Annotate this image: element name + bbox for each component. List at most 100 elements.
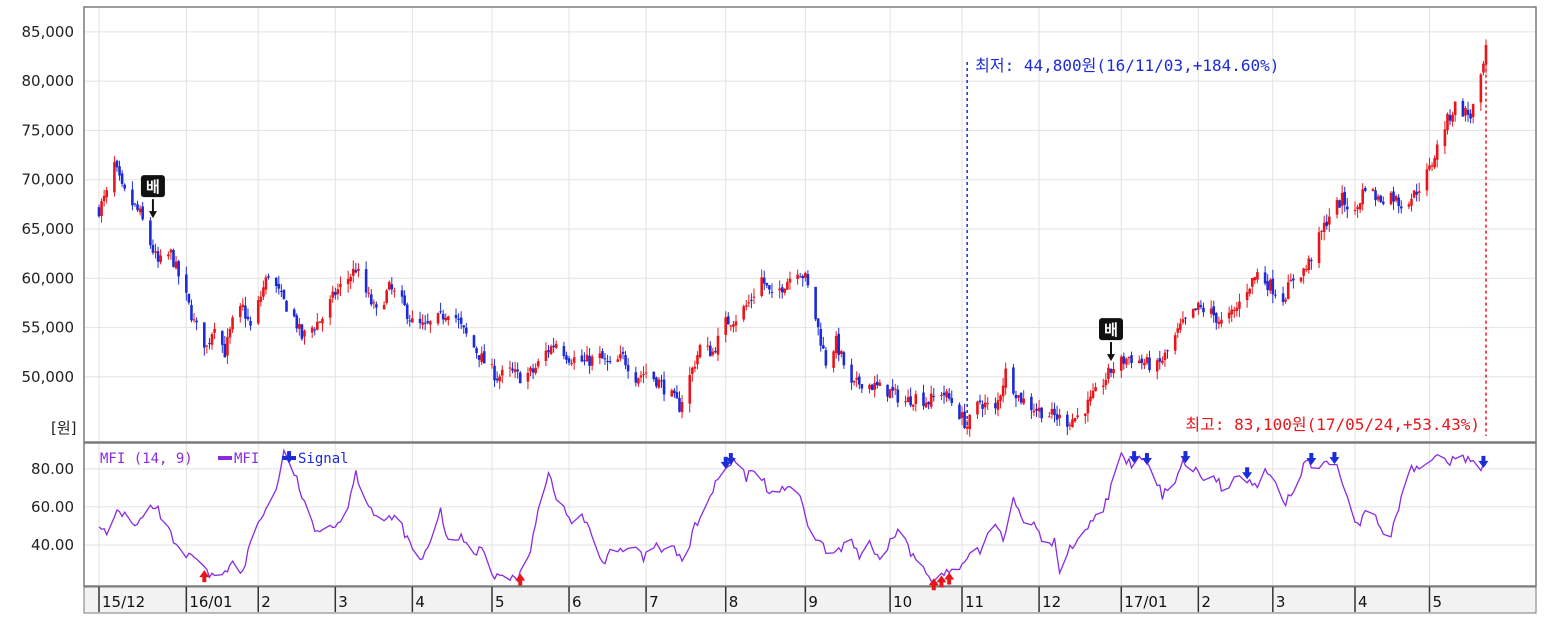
candle-body bbox=[1050, 408, 1054, 415]
candle-body bbox=[798, 276, 802, 278]
candle-body bbox=[570, 363, 573, 365]
candle-body bbox=[783, 288, 787, 293]
candle-body bbox=[1248, 288, 1251, 294]
candle-body bbox=[246, 316, 250, 320]
candle-body bbox=[385, 290, 388, 303]
candle-body bbox=[1425, 169, 1429, 191]
high-annotation: 최고: 83,100원(17/05/24,+53.43%) bbox=[1185, 415, 1480, 434]
candle-body bbox=[1107, 367, 1110, 380]
price-tick-label: 50,000 bbox=[22, 368, 75, 386]
date-tick-label: 3 bbox=[338, 593, 348, 611]
candle-body bbox=[408, 320, 412, 322]
candle-body bbox=[113, 162, 116, 193]
candle-body bbox=[454, 314, 458, 319]
candle-body bbox=[1381, 201, 1385, 204]
candle-body bbox=[657, 379, 661, 388]
date-tick-label: 3 bbox=[1276, 593, 1286, 611]
candle-body bbox=[1101, 385, 1105, 388]
candle-body bbox=[334, 292, 337, 296]
candle-body bbox=[1371, 189, 1375, 192]
candle-body bbox=[1410, 198, 1413, 206]
candle-body bbox=[996, 400, 1000, 410]
candle-body bbox=[698, 345, 702, 358]
candle-body bbox=[493, 365, 496, 381]
candle-body bbox=[914, 394, 918, 405]
candle-body bbox=[1328, 216, 1331, 225]
candle-body bbox=[673, 390, 676, 394]
candle-body bbox=[842, 352, 846, 366]
candle-body bbox=[436, 313, 440, 324]
candle-body bbox=[280, 290, 283, 292]
candle-body bbox=[572, 357, 576, 363]
signal-down-arrow bbox=[1332, 452, 1337, 459]
candle-body bbox=[734, 321, 738, 326]
candle-body bbox=[154, 251, 157, 253]
candle-body bbox=[256, 300, 260, 324]
candle-body bbox=[840, 351, 843, 354]
signal-down-arrow bbox=[1144, 453, 1149, 460]
date-tick-label: 7 bbox=[649, 593, 659, 611]
candle-body bbox=[298, 324, 301, 329]
candle-body bbox=[336, 289, 340, 295]
candle-body bbox=[1125, 358, 1128, 365]
candle-body bbox=[1215, 313, 1218, 323]
candle-body bbox=[508, 367, 512, 369]
candle-body bbox=[156, 251, 160, 262]
candle-body bbox=[1433, 157, 1436, 168]
candle-body bbox=[655, 377, 658, 387]
candle-body bbox=[149, 220, 152, 246]
date-tick-label: 6 bbox=[572, 593, 582, 611]
candle-body bbox=[477, 355, 481, 360]
candle-body bbox=[313, 329, 317, 331]
candle-body bbox=[855, 377, 859, 380]
candle-body bbox=[316, 321, 319, 330]
candle-body bbox=[660, 380, 663, 382]
candle-body bbox=[167, 254, 170, 257]
candle-body bbox=[1037, 407, 1041, 412]
candle-body bbox=[1415, 191, 1418, 195]
candle-body bbox=[267, 276, 270, 278]
candle-body bbox=[159, 255, 162, 263]
candle-body bbox=[796, 274, 799, 280]
candle-body bbox=[893, 388, 897, 390]
candle-body bbox=[187, 293, 191, 303]
candle-body bbox=[1014, 394, 1018, 399]
candle-body bbox=[1392, 191, 1395, 202]
candle-body bbox=[400, 290, 404, 297]
candle-body bbox=[806, 274, 810, 286]
candle-body bbox=[262, 287, 265, 297]
candle-body bbox=[1417, 191, 1421, 193]
candle-body bbox=[357, 268, 360, 271]
price-tick-label: 75,000 bbox=[22, 121, 75, 139]
candle-body bbox=[1076, 415, 1079, 418]
candle-body bbox=[552, 345, 555, 348]
candle-body bbox=[1266, 281, 1269, 291]
mfi-legend-signal: Signal bbox=[298, 451, 349, 467]
mfi-line bbox=[98, 448, 1487, 583]
signal-down-arrow bbox=[287, 451, 292, 458]
candle-body bbox=[624, 355, 627, 366]
candle-body bbox=[1158, 358, 1162, 362]
candle-body bbox=[1053, 408, 1056, 416]
signal-up-arrow bbox=[931, 584, 936, 591]
candle-body bbox=[924, 402, 928, 408]
candle-body bbox=[762, 277, 766, 284]
mfi-tick-label: 40.00 bbox=[31, 536, 74, 554]
date-tick-label: 4 bbox=[1358, 593, 1368, 611]
candle-body bbox=[942, 392, 946, 396]
candle-body bbox=[177, 261, 180, 277]
candle-body bbox=[1086, 399, 1090, 414]
candle-body bbox=[1461, 100, 1465, 117]
candle-body bbox=[238, 306, 242, 318]
candle-body bbox=[1109, 368, 1113, 373]
candle-body bbox=[891, 386, 894, 391]
candle-body bbox=[603, 358, 607, 360]
candle-body bbox=[1227, 312, 1231, 319]
candle-body bbox=[354, 270, 358, 273]
candle-body bbox=[1032, 410, 1036, 413]
candle-body bbox=[1256, 272, 1259, 280]
mfi-axis: 40.00 60.00 80.00 bbox=[31, 460, 74, 554]
candle-body bbox=[382, 304, 386, 310]
signal-up-arrow bbox=[518, 579, 523, 586]
candle-body bbox=[927, 401, 930, 405]
